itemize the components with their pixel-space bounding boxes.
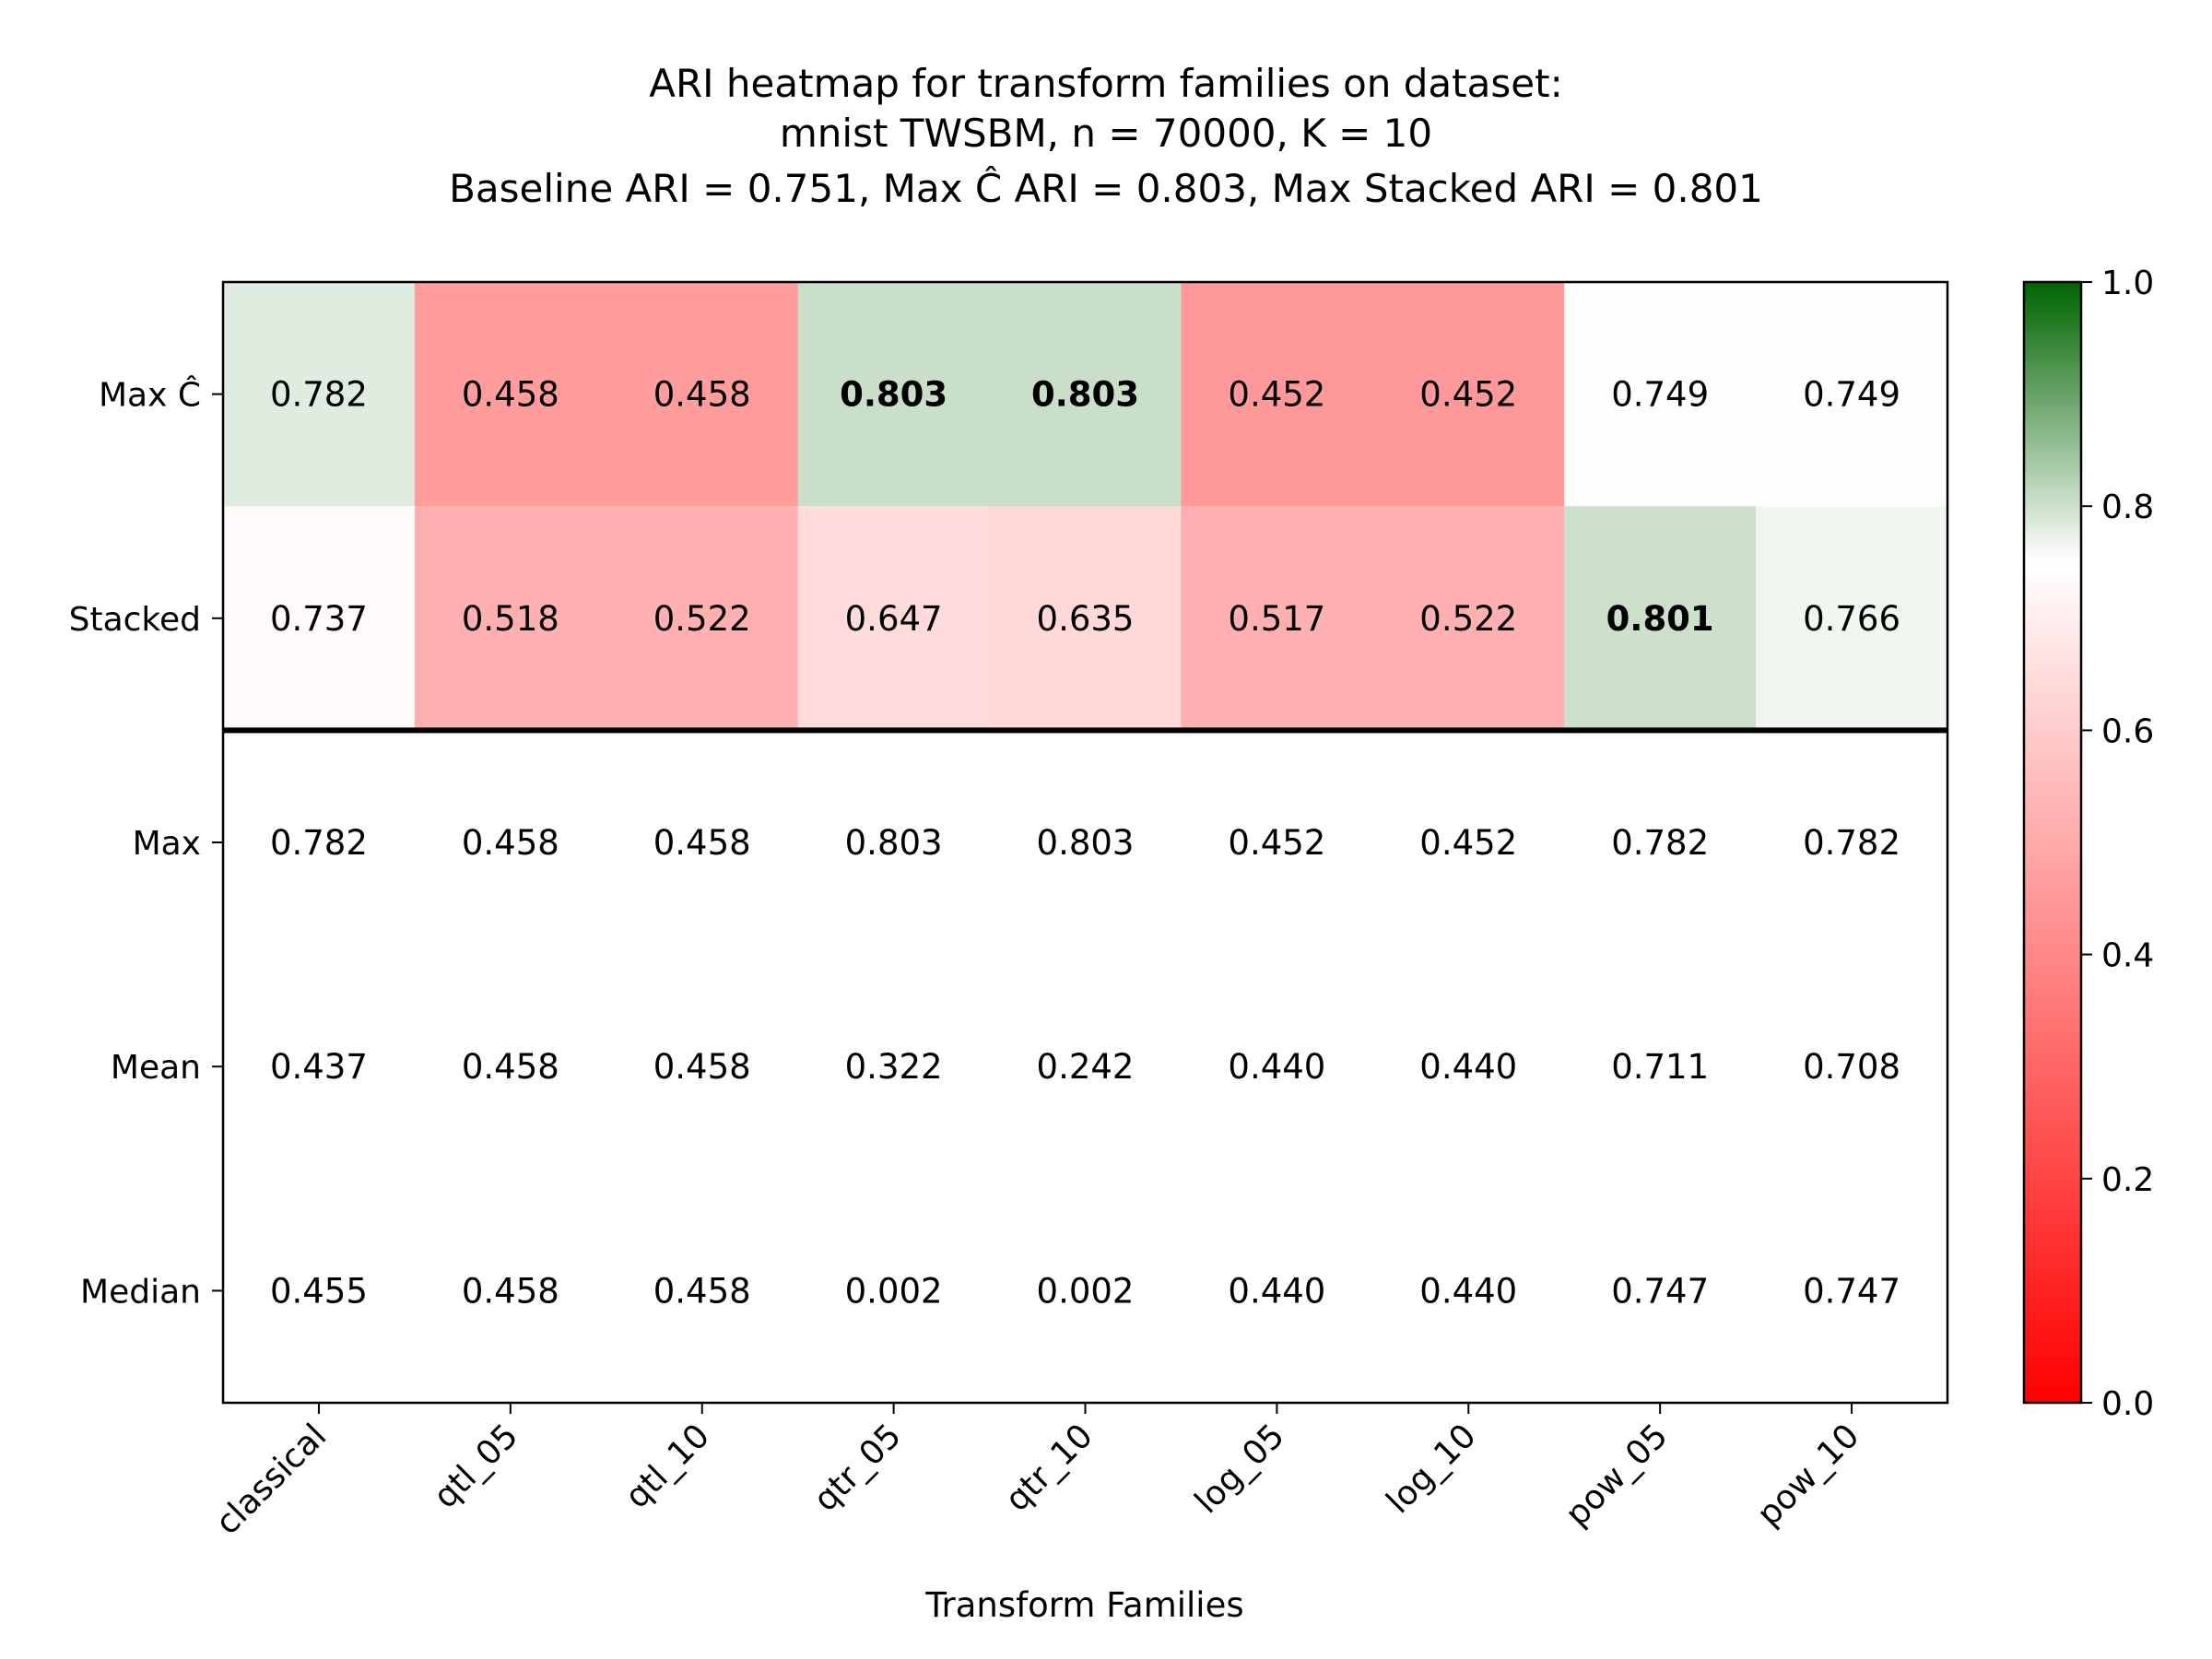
cell-value-label: 0.517 bbox=[1228, 599, 1325, 639]
cell-value-label: 0.747 bbox=[1611, 1271, 1709, 1311]
y-tick-label: Stacked bbox=[69, 601, 201, 639]
title-line-3: Baseline ARI = 0.751, Max Ĉ ARI = 0.803,… bbox=[449, 165, 1763, 211]
heatmap-cell bbox=[1756, 282, 1948, 507]
heatmap-cell bbox=[414, 506, 607, 731]
cell-value-label: 0.452 bbox=[1228, 823, 1325, 863]
cell-value-label: 0.803 bbox=[840, 375, 947, 415]
x-tick-label: qtl_10 bbox=[618, 1417, 717, 1515]
cell-value-label: 0.766 bbox=[1803, 599, 1900, 639]
cell-value-label: 0.458 bbox=[462, 1047, 559, 1087]
heatmap-cell bbox=[989, 282, 1182, 507]
title-line-1: ARI heatmap for transform families on da… bbox=[649, 61, 1562, 106]
cell-value-label: 0.440 bbox=[1228, 1271, 1325, 1311]
colorbar-gradient bbox=[2024, 282, 2081, 1403]
cell-value-label: 0.440 bbox=[1419, 1271, 1517, 1311]
cell-value-label: 0.458 bbox=[653, 1047, 751, 1087]
cell-value-label: 0.749 bbox=[1611, 375, 1709, 415]
cell-value-label: 0.437 bbox=[270, 1047, 368, 1087]
colorbar-border bbox=[2022, 280, 2083, 1405]
cell-value-label: 0.458 bbox=[653, 375, 751, 415]
heatmap-cell bbox=[989, 506, 1182, 731]
colorbar-tick-label: 0.6 bbox=[2101, 712, 2154, 750]
heatmap-cell bbox=[223, 506, 416, 731]
x-tick-label: qtr_10 bbox=[998, 1417, 1100, 1519]
cell-value-label: 0.749 bbox=[1803, 375, 1900, 415]
title-line-2: mnist TWSBM, n = 70000, K = 10 bbox=[780, 111, 1432, 156]
cell-value-label: 0.737 bbox=[270, 599, 368, 639]
x-axis-ticks: classical qtl_05 qtl_10 qtr_05 qtr_10 log_05 l… bbox=[208, 1403, 1866, 1542]
cell-value-label: 0.803 bbox=[845, 823, 943, 863]
cell-value-label: 0.782 bbox=[1611, 823, 1709, 863]
y-axis-ticks: Max Ĉ Stacked Max Mean Median bbox=[69, 376, 223, 1311]
cell-value-label: 0.458 bbox=[653, 1271, 751, 1311]
cell-value-label: 0.242 bbox=[1037, 1047, 1135, 1087]
cell-value-label: 0.452 bbox=[1228, 375, 1325, 415]
cell-value-label: 0.455 bbox=[270, 1271, 368, 1311]
heatmap-cell bbox=[1564, 282, 1757, 507]
y-tick-label: Median bbox=[80, 1273, 201, 1311]
x-tick-label: log_10 bbox=[1380, 1417, 1484, 1521]
cell-value-label: 0.782 bbox=[270, 823, 368, 863]
cell-value-label: 0.452 bbox=[1419, 823, 1517, 863]
colorbar-tick-label: 1.0 bbox=[2101, 265, 2154, 302]
heatmap-cell bbox=[1756, 506, 1948, 731]
cell-value-label: 0.440 bbox=[1228, 1047, 1325, 1087]
heatmap-cell bbox=[606, 506, 799, 731]
cell-value-label: 0.522 bbox=[653, 599, 751, 639]
cell-value-label: 0.708 bbox=[1803, 1047, 1900, 1087]
x-tick-label: classical bbox=[208, 1417, 334, 1542]
heatmap-cell-labels: 0.782 0.458 0.458 0.803 0.803 0.452 0.452 0.749… bbox=[270, 375, 1900, 1312]
heatmap-cell bbox=[1372, 506, 1565, 731]
colorbar: 0.0 0.2 0.4 0.6 0.8 1.0 bbox=[2022, 265, 2154, 1423]
chart-title: ARI heatmap for transform families on da… bbox=[449, 61, 1763, 211]
cell-value-label: 0.803 bbox=[1031, 375, 1139, 415]
y-tick-label: Max Ĉ bbox=[99, 376, 201, 415]
cell-value-label: 0.458 bbox=[653, 823, 751, 863]
cell-value-label: 0.635 bbox=[1037, 599, 1135, 639]
heatmap-cell bbox=[1181, 506, 1373, 731]
cell-value-label: 0.518 bbox=[462, 599, 559, 639]
cell-value-label: 0.801 bbox=[1606, 599, 1714, 639]
cell-value-label: 0.711 bbox=[1611, 1047, 1709, 1087]
colorbar-tick-label: 0.2 bbox=[2101, 1161, 2154, 1199]
y-tick-label: Mean bbox=[111, 1049, 201, 1087]
x-axis-label: Transform Families bbox=[924, 1585, 1243, 1625]
heatmap-cell bbox=[414, 282, 607, 507]
colorbar-tick-label: 0.4 bbox=[2101, 937, 2154, 975]
cell-value-label: 0.322 bbox=[845, 1047, 943, 1087]
heatmap-cell bbox=[223, 282, 416, 507]
x-tick-label: qtl_05 bbox=[427, 1417, 525, 1515]
heatmap-cell bbox=[1372, 282, 1565, 507]
cell-value-label: 0.747 bbox=[1803, 1271, 1900, 1311]
heatmap-cell bbox=[1564, 506, 1757, 731]
heatmap-cell bbox=[1181, 282, 1373, 507]
x-tick-label: qtr_05 bbox=[806, 1417, 909, 1519]
cell-value-label: 0.002 bbox=[1037, 1271, 1135, 1311]
cell-value-label: 0.782 bbox=[270, 375, 368, 415]
cell-value-label: 0.452 bbox=[1419, 375, 1517, 415]
cell-value-label: 0.458 bbox=[462, 375, 559, 415]
x-tick-label: pow_10 bbox=[1750, 1417, 1867, 1534]
heatmap-cell bbox=[797, 506, 991, 731]
heatmap-cell bbox=[606, 282, 799, 507]
cell-value-label: 0.002 bbox=[845, 1271, 943, 1311]
cell-value-label: 0.803 bbox=[1037, 823, 1135, 863]
x-tick-label: log_05 bbox=[1188, 1417, 1292, 1521]
cell-value-label: 0.647 bbox=[845, 599, 943, 639]
heatmap-cell bbox=[797, 282, 991, 507]
x-tick-label: pow_05 bbox=[1559, 1417, 1676, 1534]
colorbar-tick-label: 0.0 bbox=[2101, 1385, 2154, 1423]
colorbar-tick-label: 0.8 bbox=[2101, 488, 2154, 526]
cell-value-label: 0.440 bbox=[1419, 1047, 1517, 1087]
cell-value-label: 0.522 bbox=[1419, 599, 1517, 639]
y-tick-label: Max bbox=[133, 825, 201, 863]
cell-value-label: 0.458 bbox=[462, 823, 559, 863]
heatmap-cells bbox=[223, 282, 1948, 731]
cell-value-label: 0.458 bbox=[462, 1271, 559, 1311]
cell-value-label: 0.782 bbox=[1803, 823, 1900, 863]
